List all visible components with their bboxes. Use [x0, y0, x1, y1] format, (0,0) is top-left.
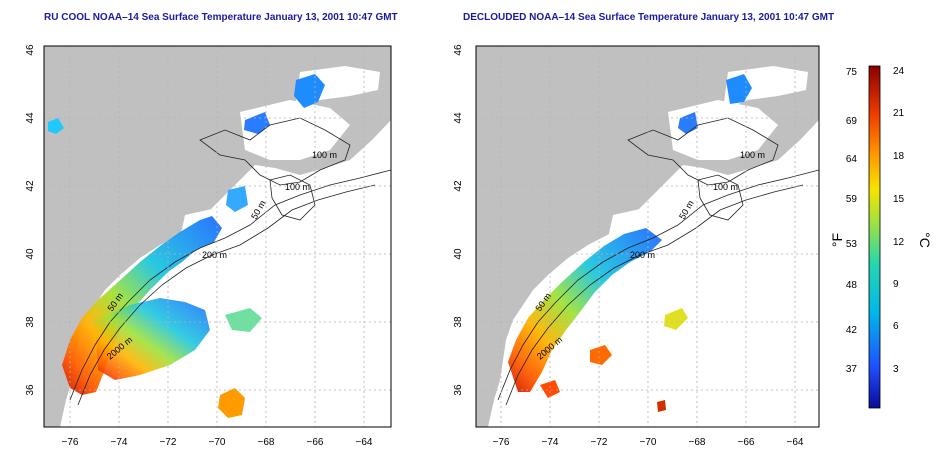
temperature-colorbar: 75 69 64 59 53 48 42 37 24 21 18 15 12 9…: [829, 65, 933, 409]
x-tick-label: −74: [542, 437, 559, 448]
x-tick-label: −68: [689, 437, 706, 448]
left-sst-map: 100 m 100 m 50 m 200 m 50 m 2000 m −76 −…: [25, 44, 392, 448]
gulf-of-maine-water: [240, 100, 350, 160]
f-tick-label: 48: [846, 280, 858, 291]
contour-label: 200 m: [630, 250, 655, 260]
y-tick-label: 46: [453, 44, 464, 56]
y-tick-label: 42: [453, 180, 464, 192]
contour-label: 100 m: [740, 150, 765, 160]
y-tick-label: 44: [453, 112, 464, 124]
c-tick-label: 18: [893, 151, 905, 162]
x-tick-label: −70: [640, 437, 657, 448]
x-axis-ticks: −76 −74 −72 −70 −68 −66 −64: [493, 437, 804, 448]
y-axis-ticks: 46 44 42 40 38 36: [25, 44, 36, 396]
sst-offshore-patch: [95, 298, 210, 380]
y-tick-label: 46: [25, 44, 36, 56]
sst-patch: [218, 388, 245, 418]
map-frame: [475, 45, 820, 428]
f-tick-label: 59: [846, 194, 858, 205]
sst-patch: [226, 186, 248, 212]
c-tick-label: 9: [893, 279, 899, 290]
colorbar-gradient: [868, 65, 881, 409]
f-tick-label: 53: [846, 239, 858, 250]
sst-patch: [540, 380, 560, 398]
x-tick-label: −76: [62, 437, 79, 448]
contour-label: 100 m: [713, 182, 738, 192]
sst-patch: [244, 112, 270, 134]
f-tick-label: 69: [846, 116, 858, 127]
y-tick-label: 38: [453, 316, 464, 328]
fahrenheit-unit-label: °F: [829, 233, 845, 247]
bathymetry-contours: [497, 117, 819, 406]
map-gridlines: [44, 46, 391, 427]
y-tick-label: 40: [25, 248, 36, 260]
x-tick-label: −66: [307, 437, 324, 448]
x-tick-label: −76: [493, 437, 510, 448]
x-tick-label: −74: [111, 437, 128, 448]
y-tick-label: 38: [25, 316, 36, 328]
sst-patch: [657, 400, 666, 412]
map-gridlines: [476, 46, 819, 427]
y-tick-label: 42: [25, 180, 36, 192]
c-tick-label: 15: [893, 194, 905, 205]
c-tick-label: 12: [893, 237, 905, 248]
c-tick-label: 3: [893, 364, 899, 375]
sst-patch: [48, 118, 64, 134]
sst-patch: [664, 308, 688, 330]
sst-patch: [225, 308, 262, 332]
x-tick-label: −64: [787, 437, 804, 448]
bathymetry-contours: [69, 117, 391, 406]
y-tick-label: 36: [25, 384, 36, 396]
x-tick-label: −68: [258, 437, 275, 448]
sst-patch: [590, 345, 612, 365]
sst-coastal-plume: [508, 228, 662, 392]
c-tick-label: 6: [893, 321, 899, 332]
c-tick-label: 21: [893, 108, 905, 119]
contour-label: 100 m: [312, 150, 337, 160]
contour-label: 100 m: [285, 182, 310, 192]
left-map-title: RU COOL NOAA–14 Sea Surface Temperature …: [44, 12, 398, 23]
long-island-sound: [608, 205, 673, 240]
right-map-title: DECLOUDED NOAA–14 Sea Surface Temperatur…: [463, 12, 835, 23]
right-sst-map: 100 m 100 m 50 m 200 m 50 m 2000 m −76 −…: [453, 44, 820, 448]
x-tick-label: −72: [160, 437, 177, 448]
x-tick-label: −70: [209, 437, 226, 448]
contour-label: 200 m: [202, 250, 227, 260]
x-tick-label: −72: [591, 437, 608, 448]
sst-gulf-of-maine-patch: [294, 74, 325, 108]
x-tick-label: −66: [738, 437, 755, 448]
x-axis-ticks: −76 −74 −72 −70 −68 −66 −64: [62, 437, 373, 448]
map-frame: [43, 45, 392, 428]
f-tick-label: 64: [846, 154, 858, 165]
y-tick-label: 40: [453, 248, 464, 260]
y-tick-label: 36: [453, 384, 464, 396]
celsius-ticks: 24 21 18 15 12 9 6 3: [893, 66, 905, 375]
c-tick-label: 24: [893, 66, 905, 77]
sst-gulf-of-maine-patch: [726, 74, 752, 104]
y-tick-label: 44: [25, 112, 36, 124]
x-tick-label: −64: [356, 437, 373, 448]
f-tick-label: 37: [846, 364, 858, 375]
celsius-unit-label: °C: [917, 232, 933, 248]
fahrenheit-ticks: 75 69 64 59 53 48 42 37: [846, 67, 858, 375]
f-tick-label: 75: [846, 67, 858, 78]
y-axis-ticks: 46 44 42 40 38 36: [453, 44, 464, 396]
f-tick-label: 42: [846, 325, 858, 336]
